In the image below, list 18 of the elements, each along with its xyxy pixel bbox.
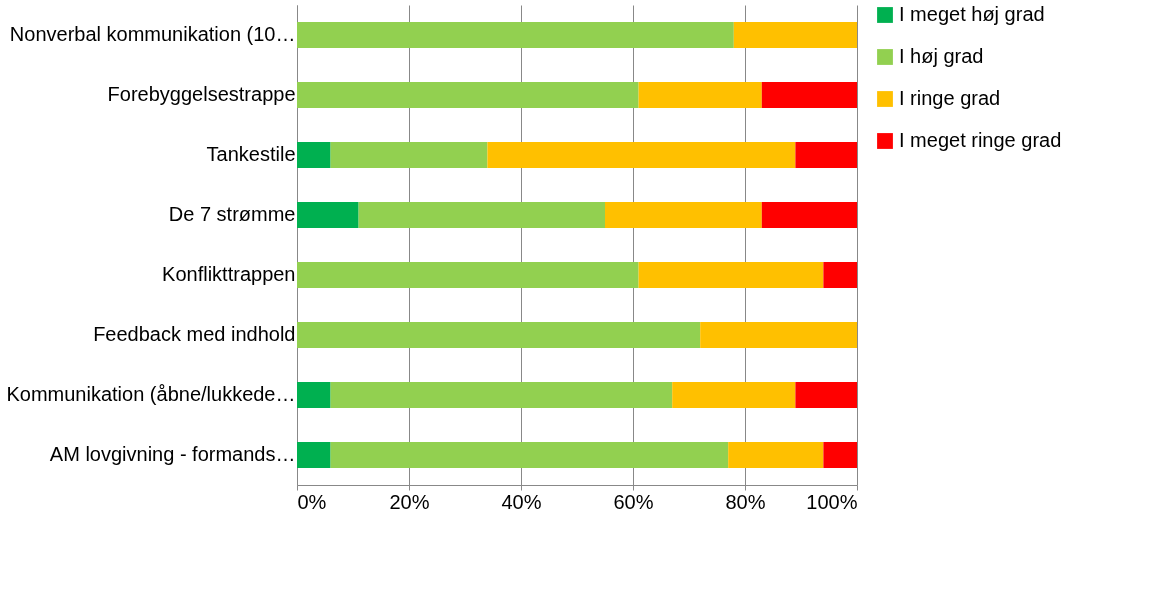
- legend-label: I meget ringe grad: [899, 129, 1062, 151]
- y-tick-label: Feedback med indhold: [93, 323, 296, 345]
- y-tick-label: Kommunikation (åbne/lukkede…: [6, 383, 296, 405]
- x-tick-label: 80%: [725, 490, 766, 513]
- y-tick-label: De 7 strømme: [168, 203, 296, 225]
- x-tick-label: 60%: [613, 490, 654, 513]
- legend-label: I høj grad: [899, 45, 984, 67]
- y-tick-label: Tankestile: [206, 143, 296, 165]
- y-tick-label: Konflikttrappen: [162, 263, 296, 285]
- y-tick-label: Nonverbal kommunikation (10…: [9, 23, 296, 45]
- y-tick-label: Forebyggelsestrappe: [107, 83, 296, 105]
- x-tick-label: 100%: [806, 490, 858, 513]
- legend-label: I ringe grad: [899, 87, 1001, 109]
- x-tick-label: 20%: [389, 490, 430, 513]
- x-tick-label: 40%: [501, 490, 542, 513]
- x-tick-label: 0%: [297, 490, 327, 513]
- y-tick-label: AM lovgivning - formands…: [49, 443, 296, 465]
- legend-label: I meget høj grad: [899, 3, 1045, 25]
